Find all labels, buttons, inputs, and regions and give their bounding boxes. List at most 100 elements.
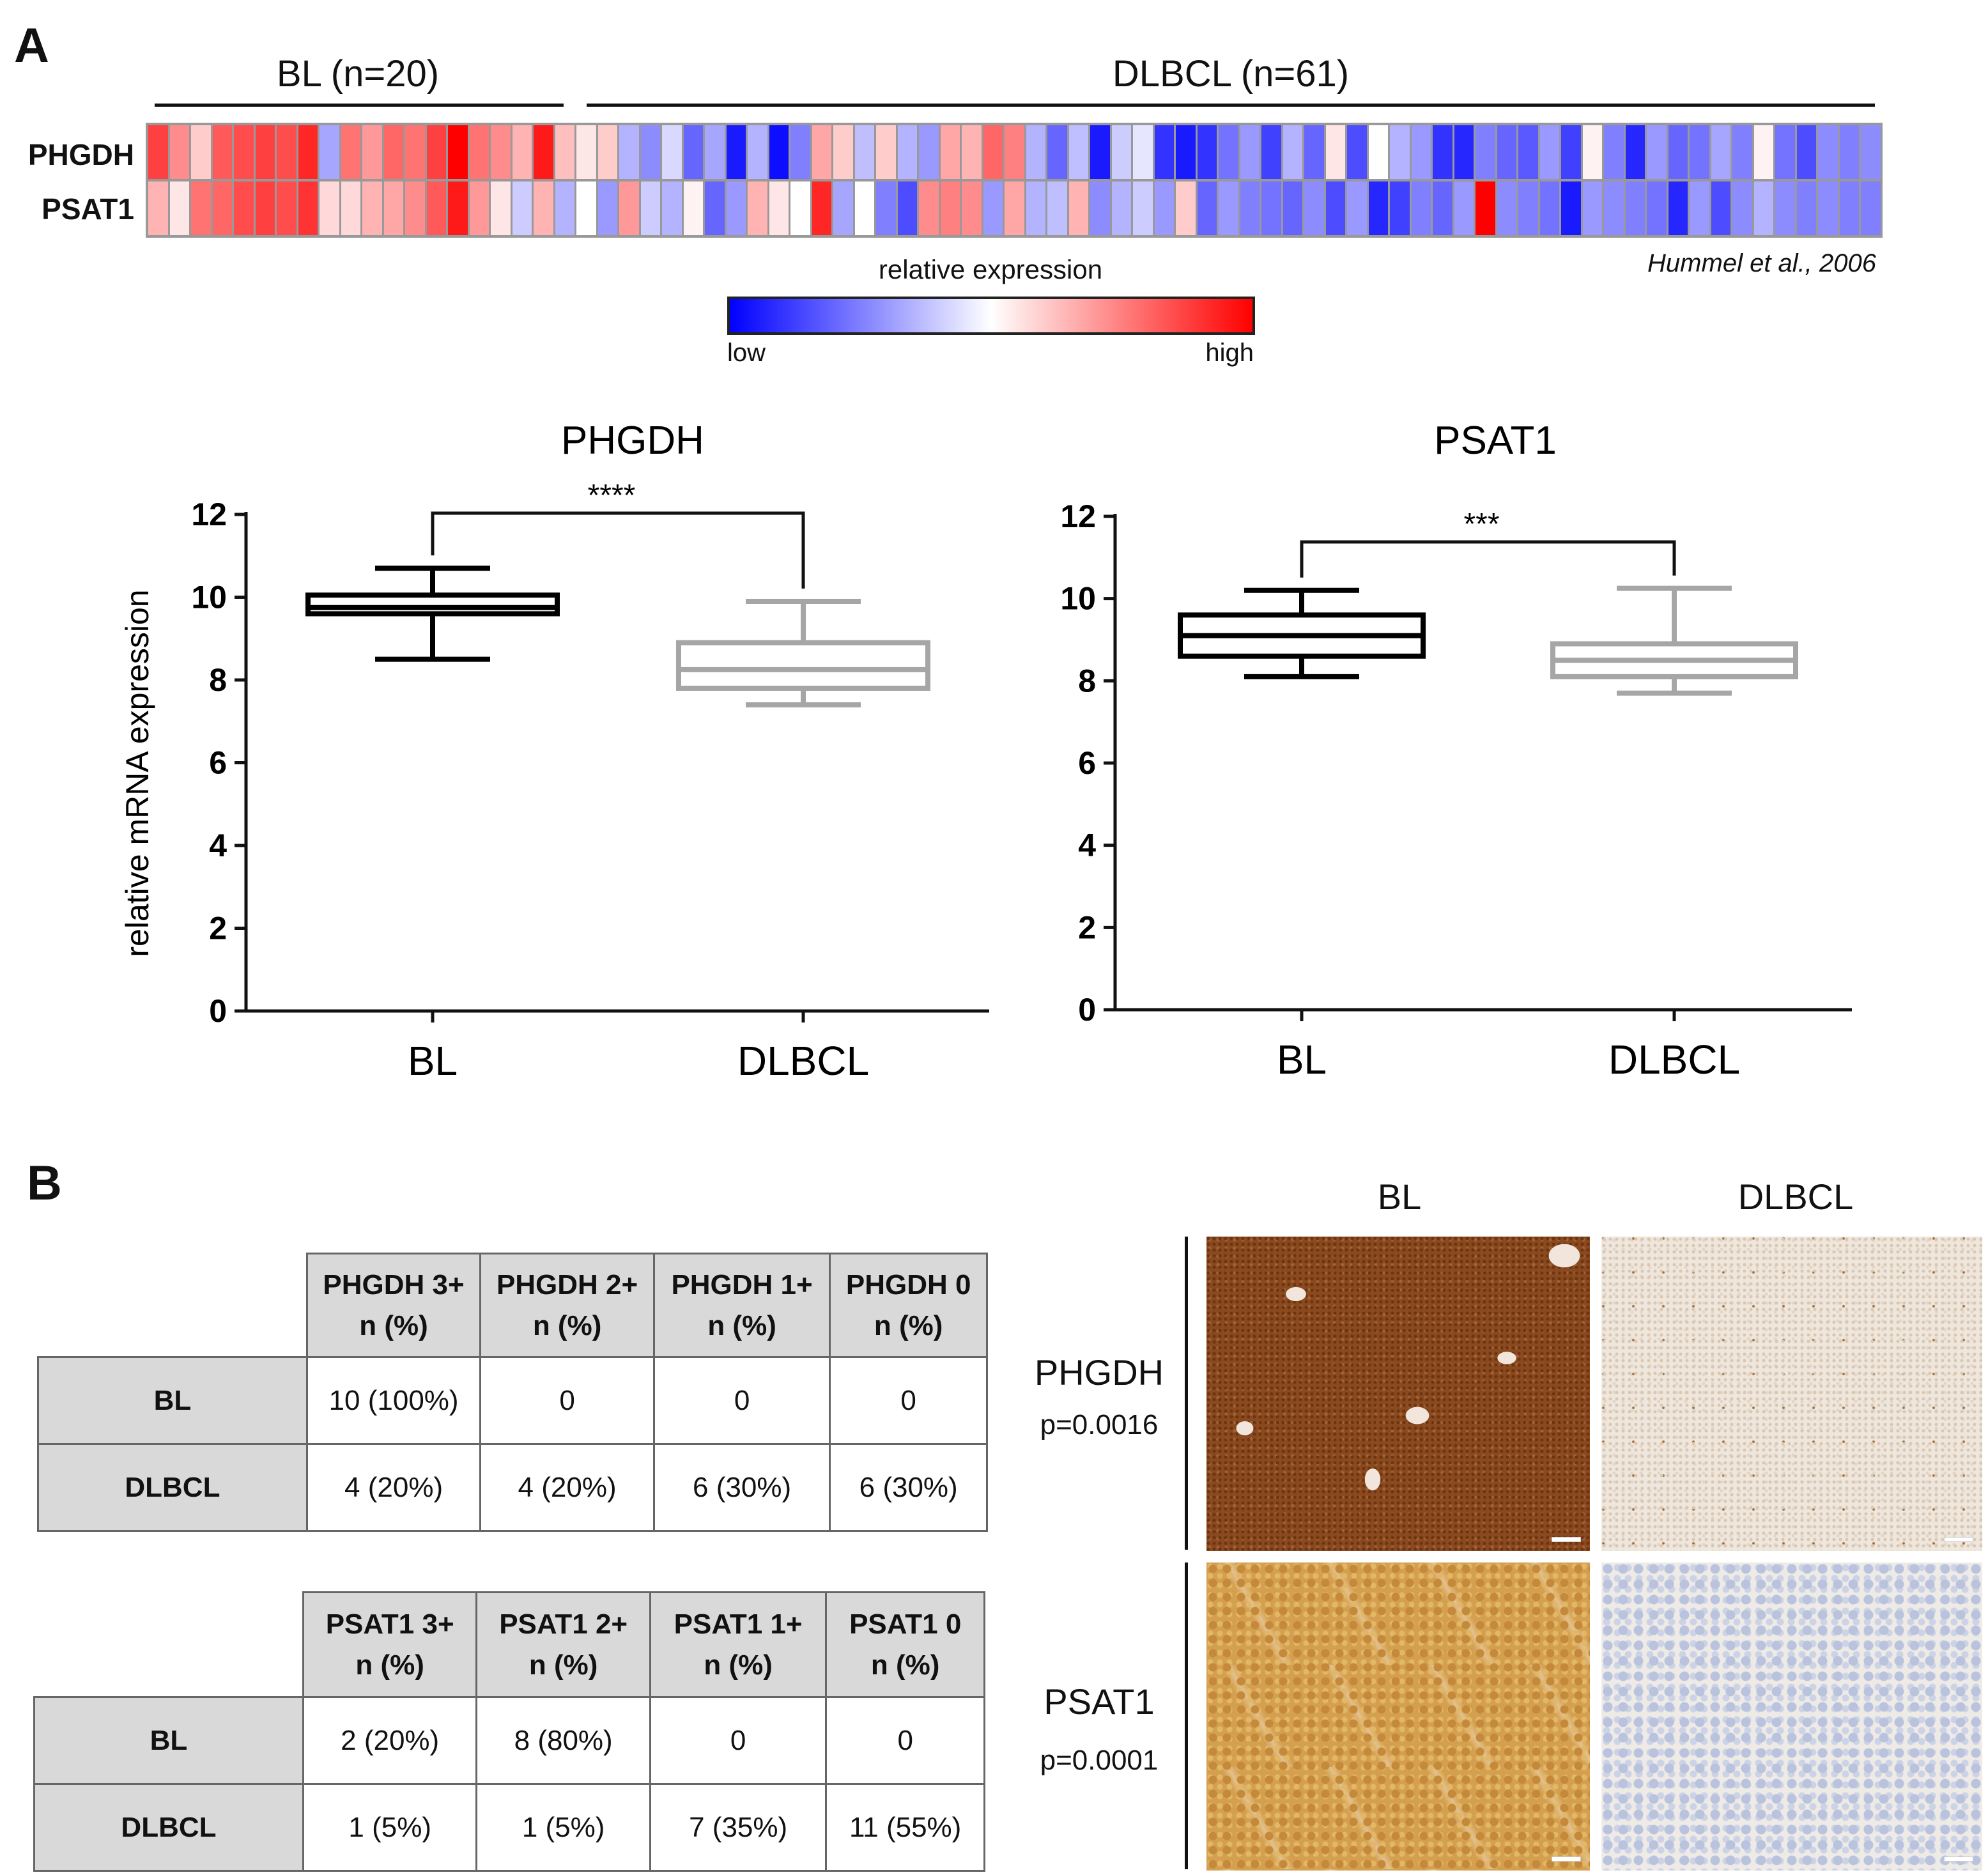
heatmap-cell [1176,125,1196,179]
heatmap-cell [469,125,489,179]
heatmap-cell [1668,181,1688,235]
heatmap-cell [769,181,789,235]
heatmap-cell [1005,181,1024,235]
heatmap-cell [1047,181,1067,235]
header-line: PSAT1 3+ [325,1608,454,1640]
heatmap-cell [1604,181,1624,235]
heatmap-cell [234,181,254,235]
heatmap-cell [833,125,853,179]
table-cell: 8 (80%) [475,1696,651,1785]
heatmap-cell [1433,181,1452,235]
heatmap-cell [962,181,982,235]
heatmap-cell [405,125,425,179]
heatmap-citation: Hummel et al., 2006 [1647,249,1876,277]
colorbar-title: relative expression [878,254,1103,284]
table-corner [38,1254,307,1357]
heatmap-cell [1283,125,1302,179]
table-cell: 1 (5%) [302,1783,478,1872]
heatmap-cell [148,181,168,235]
heatmap-cell [512,125,532,179]
heatmap-group-dlbcl-label: DLBCL (n=61) [1112,53,1350,95]
heatmap-cell [212,125,232,179]
ihc-row-psat1-label: PSAT1 [1044,1681,1155,1722]
heatmap-cell [1753,181,1773,235]
heatmap-cell [383,181,403,235]
heatmap-cell [362,181,382,235]
table-row: DLBCL 4 (20%) 4 (20%) 6 (30%) 6 (30%) [37,1443,988,1532]
header-line: PSAT1 2+ [499,1608,628,1640]
heatmap-cell [320,181,339,235]
heatmap-cell [255,181,275,235]
heatmap-cell [705,125,725,179]
header-line: PHGDH 1+ [671,1269,813,1300]
heatmap-cell [341,181,360,235]
ihc-row-divider-psat1 [1185,1562,1188,1869]
table-cell: 0 [649,1696,828,1785]
heatmap-cell [1839,181,1859,235]
heatmap-cell [726,125,746,179]
boxplots: PHGDH 0 2 4 6 8 10 12 BL DLBCL **** PSAT1 0 2 4 6 8 10 12 B… [119,419,1852,1084]
header-line: n (%) [355,1649,424,1681]
heatmap-cell [812,181,831,235]
y-tick-label: 2 [1078,909,1096,945]
heatmap-cell [255,125,275,179]
box-iqr [305,592,560,617]
heatmap-cell [1711,181,1730,235]
heatmap-cell [169,181,189,235]
heatmap-cell [833,181,853,235]
heatmap-cell [1711,125,1730,179]
y-tick-label: 12 [1060,498,1096,534]
heatmap-cell [426,125,446,179]
table-cell: 4 (20%) [479,1443,655,1532]
heatmap-cell [1325,125,1345,179]
heatmap-cell [1839,125,1859,179]
heatmap-cell [191,125,211,179]
heatmap-cell [448,181,468,235]
heatmap-cell [1561,181,1581,235]
heatmap-cell [1690,181,1709,235]
y-tick-label: 4 [209,828,227,863]
heatmap-cell [534,125,553,179]
heatmap-cell [1197,125,1217,179]
heatmap-cell [555,125,574,179]
heatmap-cell [1068,125,1088,179]
table-cell: 0 [652,1356,831,1445]
heatmap-cell [1476,125,1495,179]
header-line: n (%) [874,1309,943,1341]
table-header-cell: PSAT1 0 n (%) [825,1591,985,1698]
ihc-image-phgdh-bl [1206,1237,1590,1551]
heatmap-cell [1005,125,1024,179]
heatmap-cell [1068,181,1088,235]
heatmap-cell [597,125,617,179]
heatmap-cell [1347,181,1367,235]
heatmap-cell [1261,125,1281,179]
heatmap-cell [748,125,767,179]
significance-bracket [1300,540,1676,578]
x-tick-label: DLBCL [737,1038,869,1084]
heatmap-cell [169,125,189,179]
heatmap-cell [962,125,982,179]
heatmap-cell [1582,181,1602,235]
table-header-cell: PHGDH 3+ n (%) [305,1253,482,1358]
heatmap-cell [1539,125,1559,179]
y-tick-label: 0 [209,993,227,1029]
heatmap-cell [1240,181,1260,235]
chart-title: PHGDH [561,419,704,463]
heatmap-cell [491,181,511,235]
heatmap-cell [298,125,318,179]
heatmap-cell [983,125,1003,179]
heatmap-cell [790,181,810,235]
heatmap-cell [748,181,767,235]
table-row: BL 10 (100%) 0 0 0 [37,1356,988,1445]
y-tick-label: 6 [1078,745,1096,781]
table-row-label: DLBCL [33,1783,304,1872]
significance-bracket [431,511,805,589]
heatmap-cell [1775,181,1795,235]
y-tick-label: 10 [1060,581,1096,617]
table-cell: 11 (55%) [825,1783,985,1872]
significance-label: **** [588,479,636,513]
x-tick-label: BL [408,1038,458,1084]
colorbar-high-label: high [1205,339,1254,367]
y-tick-label: 0 [1078,992,1096,1028]
heatmap-cell [1732,181,1752,235]
